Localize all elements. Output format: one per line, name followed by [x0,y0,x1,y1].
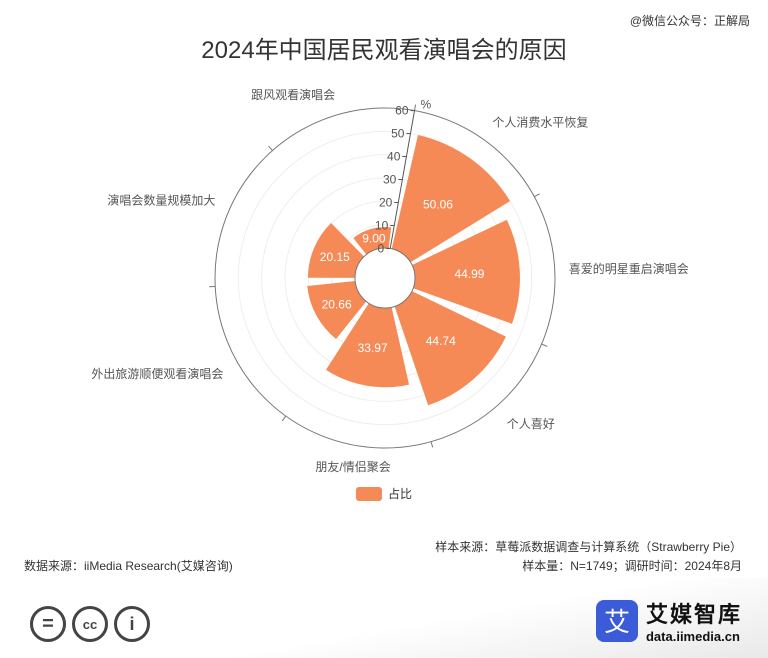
sample-source: 样本来源：草莓派数据调查与计算系统（Strawberry Pie） [435,540,742,554]
radial-unit-label: % [421,98,432,112]
bar-value-label: 9.00 [362,232,386,246]
chart-title: 2024年中国居民观看演唱会的原因 [201,37,567,64]
category-label: 朋友/情侣聚会 [315,459,390,474]
polar-angle-tick [281,415,287,422]
category-label: 外出旅游顺便观看演唱会 [91,366,223,381]
polar-outer-circle [214,107,556,449]
polar-grid-ring [237,130,533,426]
category-label: 演唱会数量规模加大 [107,193,215,208]
polar-angle-tick [534,193,540,198]
category-label: 个人喜好 [507,417,555,431]
polar-angle-tick [541,343,548,347]
polar-bar [307,281,367,340]
polar-bar [394,291,506,406]
polar-angle-tick [414,104,417,111]
polar-bar [353,227,392,255]
legend-swatch [356,486,382,501]
radial-tick-label: 50 [391,127,405,141]
cc-license-icon: cc [72,606,108,642]
bar-value-label: 50.06 [423,197,453,211]
bar-value-label: 44.74 [426,334,456,348]
polar-bar-chart: 50.06 44.99 44.74 33.97 20.66 20.15 9.000 10 20 3… [91,87,689,474]
bar-value-label: 20.66 [322,297,352,311]
watermark: @微信公众号：正解局 [629,14,750,28]
brand-url: data.iimedia.cn [645,629,740,644]
bar-value-label: 33.97 [358,341,388,355]
brand: 艾 艾媒智库 data.iimedia.cn [595,597,742,644]
bar-value-label: 20.15 [320,250,350,264]
polar-angle-tick [268,145,273,151]
data-source: 数据来源：iiMedia Research(艾媒咨询) [24,559,233,573]
category-label: 个人消费水平恢复 [492,116,588,130]
brand-logo-icon: 艾 [595,599,638,642]
radial-tick-label: 40 [387,150,401,164]
polar-bar [412,219,520,324]
legend: 占比 [356,485,412,502]
polar-center-circle [354,247,416,309]
polar-bar [391,134,511,263]
brand-name: 艾媒智库 [645,602,742,627]
bar-value-label: 44.99 [454,267,484,281]
polar-bar [307,223,364,278]
category-label: 跟风观看演唱会 [251,87,335,102]
radial-tick-label: 60 [395,104,409,118]
category-label: 喜爱的明星重启演唱会 [569,261,689,276]
radial-tick-label: 0 [378,241,385,255]
radial-tick-label: 30 [383,173,397,187]
cc-attribution-icon: i [114,606,150,642]
polar-angle-tick [430,441,434,448]
radial-tick-label: 20 [379,195,393,209]
polar-bar [325,303,410,388]
cc-equal-icon: = [30,606,66,642]
sample-info: 样本量：N=1749；调研时间：2024年8月 [522,559,742,573]
radial-tick-label: 10 [375,218,389,232]
legend-label: 占比 [388,487,413,501]
